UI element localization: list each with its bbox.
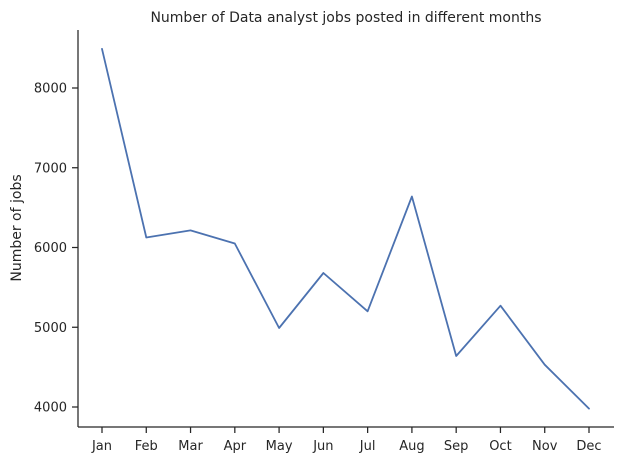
x-ticks: Jan Feb Mar Apr May Jun Jul Aug Sep Oct Nov Dec (91, 427, 602, 454)
x-tick-label: Oct (489, 439, 511, 454)
series-layer (101, 48, 590, 410)
x-tick-label: Aug (399, 439, 424, 454)
y-tick-label: 8000 (34, 82, 67, 97)
x-tick-label: Jan (91, 439, 112, 454)
x-tick-label: May (266, 439, 293, 454)
x-tick-label: Jun (312, 439, 333, 454)
x-tick-label: Nov (532, 439, 558, 454)
y-ticks: 4000 5000 6000 7000 8000 (34, 82, 78, 416)
x-tick-label: Feb (135, 439, 158, 454)
y-tick-label: 4000 (34, 401, 67, 416)
y-tick-label: 6000 (34, 241, 67, 256)
x-tick-label: Sep (444, 439, 469, 454)
series-line (101, 48, 590, 410)
x-tick-label: Apr (224, 439, 247, 454)
x-tick-label: Dec (576, 439, 601, 454)
y-tick-label: 5000 (34, 321, 67, 336)
y-axis-label: Number of jobs (9, 174, 25, 281)
chart-title: Number of Data analyst jobs posted in di… (150, 10, 541, 26)
x-tick-label: Mar (178, 439, 203, 454)
y-tick-label: 7000 (34, 161, 67, 176)
x-tick-label: Jul (359, 439, 376, 454)
